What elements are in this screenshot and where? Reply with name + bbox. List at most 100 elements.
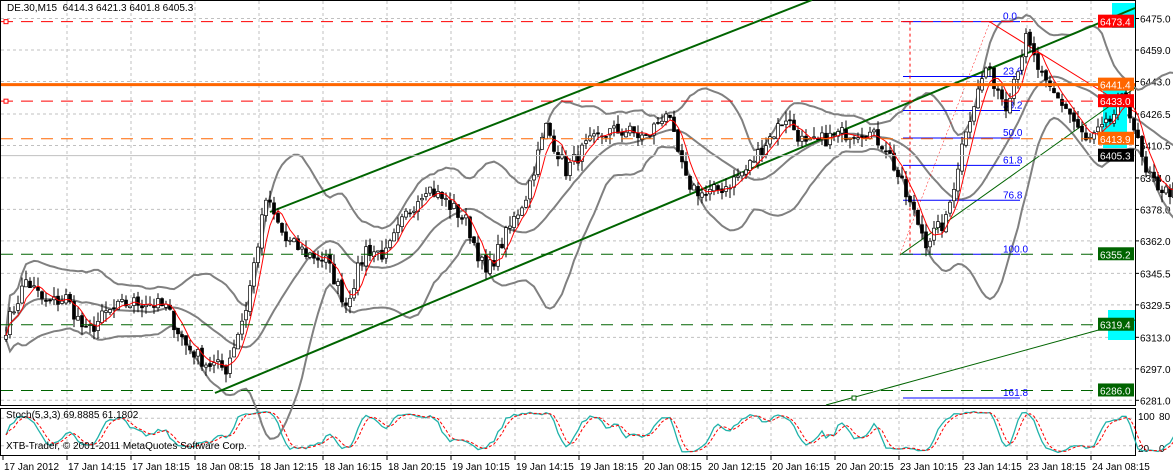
candle-body xyxy=(540,137,544,150)
candle-body xyxy=(348,297,352,307)
x-tick-label: 17 Jan 2012 xyxy=(4,462,59,473)
candle xyxy=(428,186,432,196)
candle-body xyxy=(644,134,648,136)
candle-body xyxy=(672,116,676,132)
candle-body xyxy=(888,150,892,154)
candle-body xyxy=(104,310,108,313)
candle-body xyxy=(680,150,684,163)
candle-body xyxy=(396,224,400,233)
candle xyxy=(448,192,452,219)
candle xyxy=(692,183,696,191)
candle xyxy=(856,132,860,144)
candle xyxy=(408,209,412,218)
candle-body xyxy=(388,240,392,248)
candle xyxy=(660,114,664,127)
candle xyxy=(352,279,356,302)
candle xyxy=(244,301,248,328)
candle xyxy=(1020,49,1024,76)
candle-body xyxy=(948,201,952,214)
candle-body xyxy=(784,120,788,125)
candle-body xyxy=(740,171,744,177)
candle xyxy=(720,182,724,200)
candle xyxy=(1012,75,1016,106)
candle-body xyxy=(356,262,360,291)
candle xyxy=(696,181,700,206)
candle xyxy=(16,295,20,314)
candle xyxy=(688,174,692,193)
candle-body xyxy=(1108,118,1112,122)
candle-body xyxy=(192,351,196,358)
candle-body xyxy=(920,224,924,234)
candle-body xyxy=(408,212,412,215)
candle-body xyxy=(428,186,432,194)
x-tick-label: 23 Jan 18:15 xyxy=(1028,462,1086,473)
candle-body xyxy=(440,191,444,199)
candle-body xyxy=(508,225,512,229)
candle xyxy=(396,217,400,241)
y-tick-label: 6313.0 xyxy=(1140,333,1171,344)
candle xyxy=(984,66,988,80)
candle-body xyxy=(624,131,628,138)
main-panel-frame xyxy=(0,0,1136,406)
candle xyxy=(456,204,460,228)
candle xyxy=(316,250,320,268)
candle-body xyxy=(344,302,348,306)
candle xyxy=(280,222,284,236)
stochastic-signal-line xyxy=(5,411,1173,453)
candle xyxy=(1152,163,1156,183)
candle-body xyxy=(48,299,52,302)
candle-body xyxy=(472,236,476,243)
candle-body xyxy=(144,304,148,308)
candle-body xyxy=(812,136,816,139)
candle xyxy=(868,126,872,140)
candle xyxy=(128,305,132,309)
candle-body xyxy=(1168,188,1172,198)
candle xyxy=(904,171,908,206)
candle-body xyxy=(860,135,864,138)
candle-body xyxy=(592,133,596,137)
line-anchor xyxy=(3,19,9,25)
candle xyxy=(912,194,916,216)
x-tick-label: 18 Jan 20:15 xyxy=(388,462,446,473)
candle-body xyxy=(532,174,536,181)
candle xyxy=(540,132,544,150)
candle xyxy=(196,346,200,365)
price-label-text: 6319.4 xyxy=(1100,321,1131,332)
fib-level-label: 0.0 xyxy=(1003,12,1017,23)
candle xyxy=(860,127,864,148)
price-label: 6413.9 xyxy=(1098,131,1134,146)
candle-body xyxy=(296,238,300,250)
candle xyxy=(804,129,808,145)
candle xyxy=(576,145,580,171)
candle-body xyxy=(452,203,456,209)
candle-body xyxy=(544,123,548,140)
candle xyxy=(304,240,308,260)
candle-body xyxy=(260,214,264,249)
candle xyxy=(784,111,788,134)
candle-body xyxy=(292,238,296,243)
price-label-text: 6355.2 xyxy=(1100,250,1131,261)
candle xyxy=(788,110,792,128)
candle xyxy=(684,152,688,176)
x-tick-label: 20 Jan 16:15 xyxy=(772,462,830,473)
x-tick-label: 23 Jan 14:15 xyxy=(964,462,1022,473)
bollinger-middle xyxy=(5,75,1173,349)
x-tick-label: 18 Jan 16:15 xyxy=(324,462,382,473)
candle-body xyxy=(824,132,828,147)
candle-body xyxy=(100,310,104,323)
fib-trend-line xyxy=(899,21,991,255)
candle xyxy=(360,255,364,271)
candle-body xyxy=(180,334,184,338)
candle-body xyxy=(1096,126,1100,132)
candle xyxy=(156,293,160,312)
candle-body xyxy=(1028,31,1032,46)
bollinger-upper xyxy=(5,14,1173,332)
candle xyxy=(1164,183,1168,196)
candle xyxy=(1156,171,1160,191)
channel-lower-line xyxy=(214,7,1136,394)
candle xyxy=(236,332,240,350)
candle-body xyxy=(1076,119,1080,128)
candle-body xyxy=(772,136,776,139)
candle-body xyxy=(1060,98,1064,106)
